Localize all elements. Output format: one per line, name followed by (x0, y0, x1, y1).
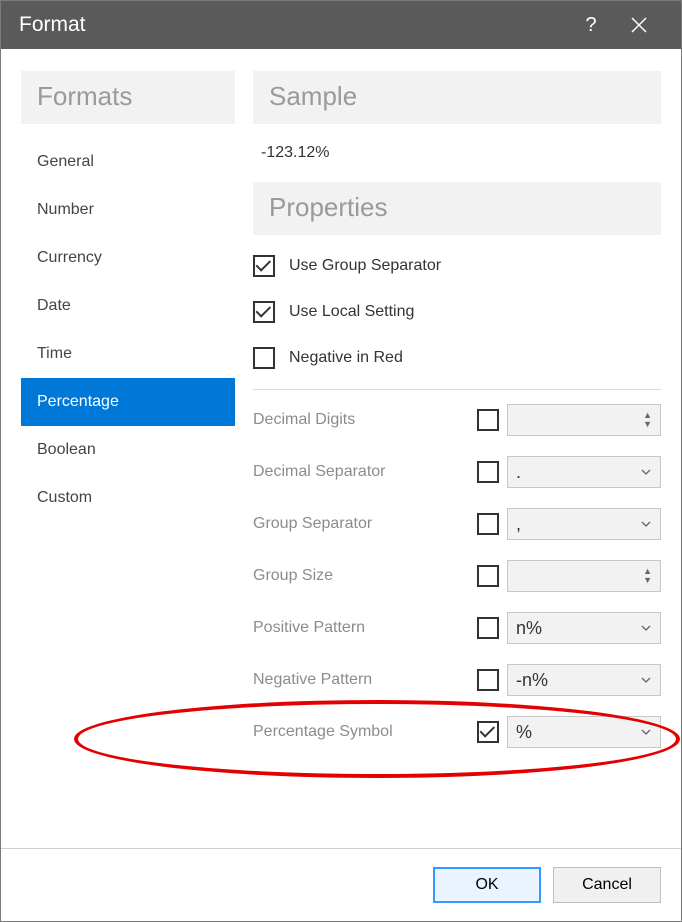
divider (253, 389, 661, 390)
group-sep-value: , (516, 514, 640, 535)
pos-pattern-value: n% (516, 618, 640, 639)
cancel-button[interactable]: Cancel (553, 867, 661, 903)
decimal-sep-label: Decimal Separator (253, 463, 477, 481)
pct-symbol-input[interactable]: % (507, 716, 661, 748)
close-button[interactable] (615, 1, 663, 49)
neg-pattern-value: -n% (516, 670, 640, 691)
neg-red-checkbox[interactable] (253, 347, 275, 369)
format-item-custom[interactable]: Custom (21, 474, 235, 522)
format-item-percentage[interactable]: Percentage (21, 378, 235, 426)
group-size-label: Group Size (253, 567, 477, 585)
use-local-checkbox[interactable] (253, 301, 275, 323)
chevron-down-icon (640, 618, 652, 639)
spinner-arrows[interactable]: ▲▼ (643, 567, 652, 585)
group-sep-input[interactable]: , (507, 508, 661, 540)
decimal-sep-row: Decimal Separator. (253, 454, 661, 490)
use-group-sep-checkbox[interactable] (253, 255, 275, 277)
pos-pattern-input[interactable]: n% (507, 612, 661, 644)
format-dialog: Format ? Formats GeneralNumberCurrencyDa… (0, 0, 682, 922)
chevron-down-icon (640, 462, 652, 483)
group-size-input[interactable]: ▲▼ (507, 560, 661, 592)
pct-symbol-row: Percentage Symbol% (253, 714, 661, 750)
decimal-sep-checkbox[interactable] (477, 461, 499, 483)
right-panel: Sample -123.12% Properties Use Group Sep… (253, 71, 661, 848)
sample-value: -123.12% (253, 132, 661, 182)
dialog-title: Format (19, 13, 567, 37)
ok-button[interactable]: OK (433, 867, 541, 903)
formats-panel: Formats GeneralNumberCurrencyDateTimePer… (21, 71, 235, 848)
properties-header: Properties (253, 182, 661, 235)
chevron-down-icon (640, 514, 652, 535)
format-item-number[interactable]: Number (21, 186, 235, 234)
pct-symbol-value: % (516, 722, 640, 743)
neg-pattern-checkbox[interactable] (477, 669, 499, 691)
close-icon (630, 16, 648, 34)
decimal-digits-input[interactable]: ▲▼ (507, 404, 661, 436)
button-bar: OK Cancel (1, 848, 681, 921)
neg-red-row: Negative in Red (253, 335, 661, 381)
titlebar: Format ? (1, 1, 681, 49)
use-group-sep-label: Use Group Separator (289, 257, 441, 275)
use-local-label: Use Local Setting (289, 303, 414, 321)
dialog-content: Formats GeneralNumberCurrencyDateTimePer… (1, 49, 681, 848)
decimal-digits-checkbox[interactable] (477, 409, 499, 431)
pos-pattern-row: Positive Pattern n% (253, 610, 661, 646)
spinner-arrows[interactable]: ▲▼ (643, 411, 652, 429)
chevron-down-icon (640, 670, 652, 691)
neg-red-label: Negative in Red (289, 349, 403, 367)
decimal-sep-input[interactable]: . (507, 456, 661, 488)
format-item-time[interactable]: Time (21, 330, 235, 378)
formats-header: Formats (21, 71, 235, 124)
format-item-currency[interactable]: Currency (21, 234, 235, 282)
group-sep-checkbox[interactable] (477, 513, 499, 535)
pct-symbol-checkbox[interactable] (477, 721, 499, 743)
decimal-digits-label: Decimal Digits (253, 411, 477, 429)
use-local-row: Use Local Setting (253, 289, 661, 335)
group-size-checkbox[interactable] (477, 565, 499, 587)
pos-pattern-checkbox[interactable] (477, 617, 499, 639)
format-item-boolean[interactable]: Boolean (21, 426, 235, 474)
format-item-general[interactable]: General (21, 138, 235, 186)
format-item-date[interactable]: Date (21, 282, 235, 330)
decimal-digits-row: Decimal Digits ▲▼ (253, 402, 661, 438)
help-button[interactable]: ? (567, 1, 615, 49)
help-icon: ? (585, 14, 596, 37)
decimal-sep-value: . (516, 462, 640, 483)
pct-symbol-label: Percentage Symbol (253, 723, 477, 741)
format-list: GeneralNumberCurrencyDateTimePercentageB… (21, 138, 235, 522)
use-group-sep-row: Use Group Separator (253, 243, 661, 289)
group-sep-row: Group Separator, (253, 506, 661, 542)
neg-pattern-label: Negative Pattern (253, 671, 477, 689)
neg-pattern-row: Negative Pattern -n% (253, 662, 661, 698)
chevron-down-icon (640, 722, 652, 743)
group-sep-label: Group Separator (253, 515, 477, 533)
group-size-row: Group Size ▲▼ (253, 558, 661, 594)
neg-pattern-input[interactable]: -n% (507, 664, 661, 696)
pos-pattern-label: Positive Pattern (253, 619, 477, 637)
sample-header: Sample (253, 71, 661, 124)
